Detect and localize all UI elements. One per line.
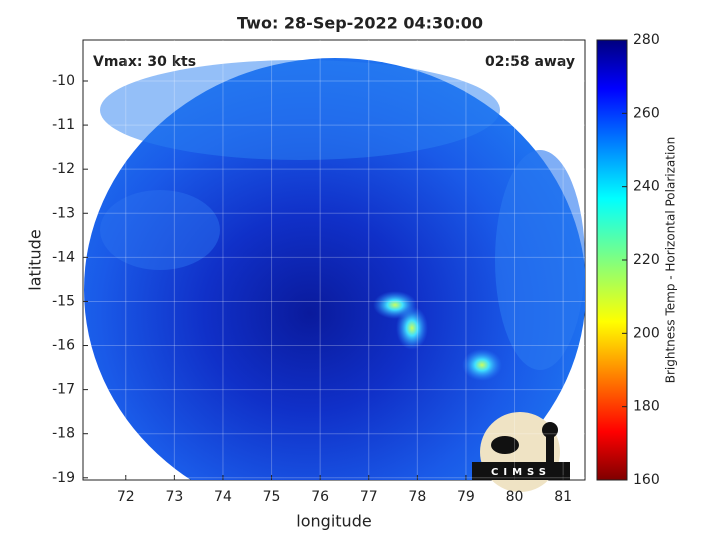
colorbar-tick-label: 280	[633, 32, 660, 48]
x-tick-label: 80	[506, 489, 524, 505]
y-tick-label: -10	[52, 73, 75, 89]
x-axis-label: longitude	[296, 512, 371, 531]
x-tick-label: 74	[214, 489, 232, 505]
y-tick-label: -15	[52, 293, 75, 309]
x-tick-label: 73	[165, 489, 183, 505]
chart-title: Two: 28-Sep-2022 04:30:00	[237, 14, 483, 33]
x-tick-label: 75	[263, 489, 281, 505]
x-tick-label: 76	[311, 489, 329, 505]
colorbar-tick-label: 240	[633, 179, 660, 195]
x-tick-label: 78	[408, 489, 426, 505]
y-axis-label: latitude	[26, 229, 45, 290]
colorbar-tick-label: 160	[633, 472, 660, 488]
y-tick-label: -16	[52, 338, 75, 354]
x-tick-label: 81	[554, 489, 572, 505]
logo-text: CIMSS	[491, 467, 551, 478]
x-tick-label: 79	[457, 489, 475, 505]
y-tick-label: -19	[52, 470, 75, 486]
colorbar-tick-label: 180	[633, 399, 660, 415]
annotation: 02:58 away	[485, 54, 575, 70]
annotation: Vmax: 30 kts	[93, 54, 196, 70]
y-tick-label: -14	[52, 249, 75, 265]
y-tick-label: -17	[52, 382, 75, 398]
y-tick-label: -12	[52, 161, 75, 177]
colorbar-tick-label: 200	[633, 325, 660, 341]
colorbar-tick-label: 220	[633, 252, 660, 268]
swath-image	[84, 58, 585, 480]
logo: CIMSS	[472, 412, 570, 492]
y-tick-label: -13	[52, 205, 75, 221]
y-tick-label: -18	[52, 426, 75, 442]
x-tick-label: 72	[117, 489, 135, 505]
x-tick-label: 77	[360, 489, 378, 505]
y-tick-label: -11	[52, 117, 75, 133]
colorbar-tick-label: 260	[633, 105, 660, 121]
colorbar-label: Brightness Temp - Horizontal Polarizatio…	[664, 137, 678, 384]
